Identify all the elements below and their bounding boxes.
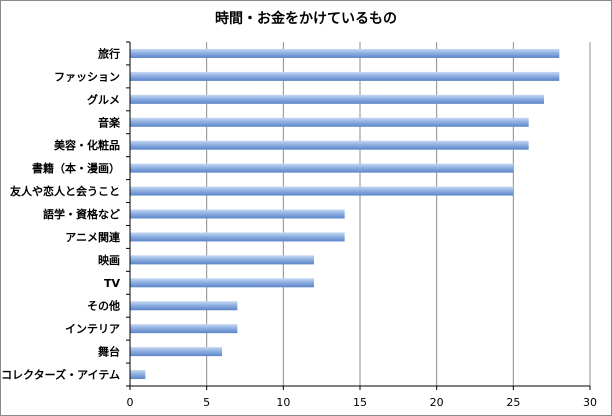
category-label: アニメ関連	[65, 230, 121, 244]
chart-title: 時間・お金をかけているもの	[215, 11, 397, 27]
x-tick-label: 5	[203, 396, 210, 409]
bar	[130, 347, 222, 357]
category-label: 美容・化粧品	[54, 138, 120, 152]
category-label: 友人や恋人と会うこと	[10, 184, 120, 198]
x-tick-label: 20	[430, 396, 444, 409]
bar	[130, 324, 238, 334]
bar	[130, 370, 146, 380]
bar	[130, 140, 529, 150]
category-label: インテリア	[65, 323, 120, 336]
category-label: ファッション	[54, 70, 120, 83]
bar	[130, 255, 314, 265]
category-label: 書籍（本・漫画）	[32, 161, 120, 175]
category-label: 映画	[98, 253, 120, 267]
bar	[130, 278, 314, 288]
bar	[130, 163, 514, 173]
category-label: 舞台	[98, 345, 120, 359]
x-tick-label: 0	[127, 396, 134, 409]
category-label: TV	[104, 277, 121, 290]
bar	[130, 94, 544, 104]
x-tick-label: 30	[583, 396, 597, 409]
x-tick-label: 15	[353, 396, 367, 409]
category-label: 旅行	[98, 46, 120, 60]
bar	[130, 301, 238, 311]
bar	[130, 209, 345, 219]
category-label: グルメ	[87, 92, 120, 106]
category-label: その他	[87, 299, 120, 313]
category-label: 語学・資格など	[43, 207, 120, 221]
category-label: 音楽	[98, 115, 121, 129]
x-tick-label: 25	[506, 396, 520, 409]
x-tick-label: 10	[276, 396, 290, 409]
bar	[130, 71, 560, 81]
bar	[130, 48, 560, 58]
bar	[130, 117, 529, 127]
category-label: コレクターズ・アイテム	[1, 368, 120, 382]
bar	[130, 186, 514, 196]
bar	[130, 232, 345, 242]
